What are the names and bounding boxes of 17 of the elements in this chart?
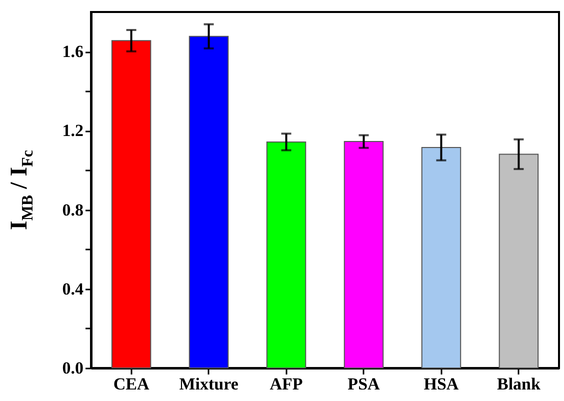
y-tick-label: 0.8 [62, 200, 84, 220]
x-tick-label: HSA [424, 374, 460, 394]
bar [344, 141, 384, 368]
y-tick-label: 0.4 [62, 279, 84, 298]
bar [188, 36, 229, 368]
bar [266, 141, 306, 368]
x-tick-label: Blank [496, 374, 541, 394]
y-tick-label: 1.2 [62, 121, 84, 140]
x-tick-label: AFP [270, 374, 303, 394]
bar [498, 154, 539, 368]
x-tick-label: Mixture [179, 374, 239, 394]
bar [421, 146, 462, 368]
x-tick-label: CEA [113, 374, 150, 394]
y-tick-label: 1.6 [62, 42, 84, 62]
bar [111, 40, 152, 368]
x-tick-label: PSA [348, 374, 381, 394]
y-tick-label: 0.0 [62, 358, 84, 378]
